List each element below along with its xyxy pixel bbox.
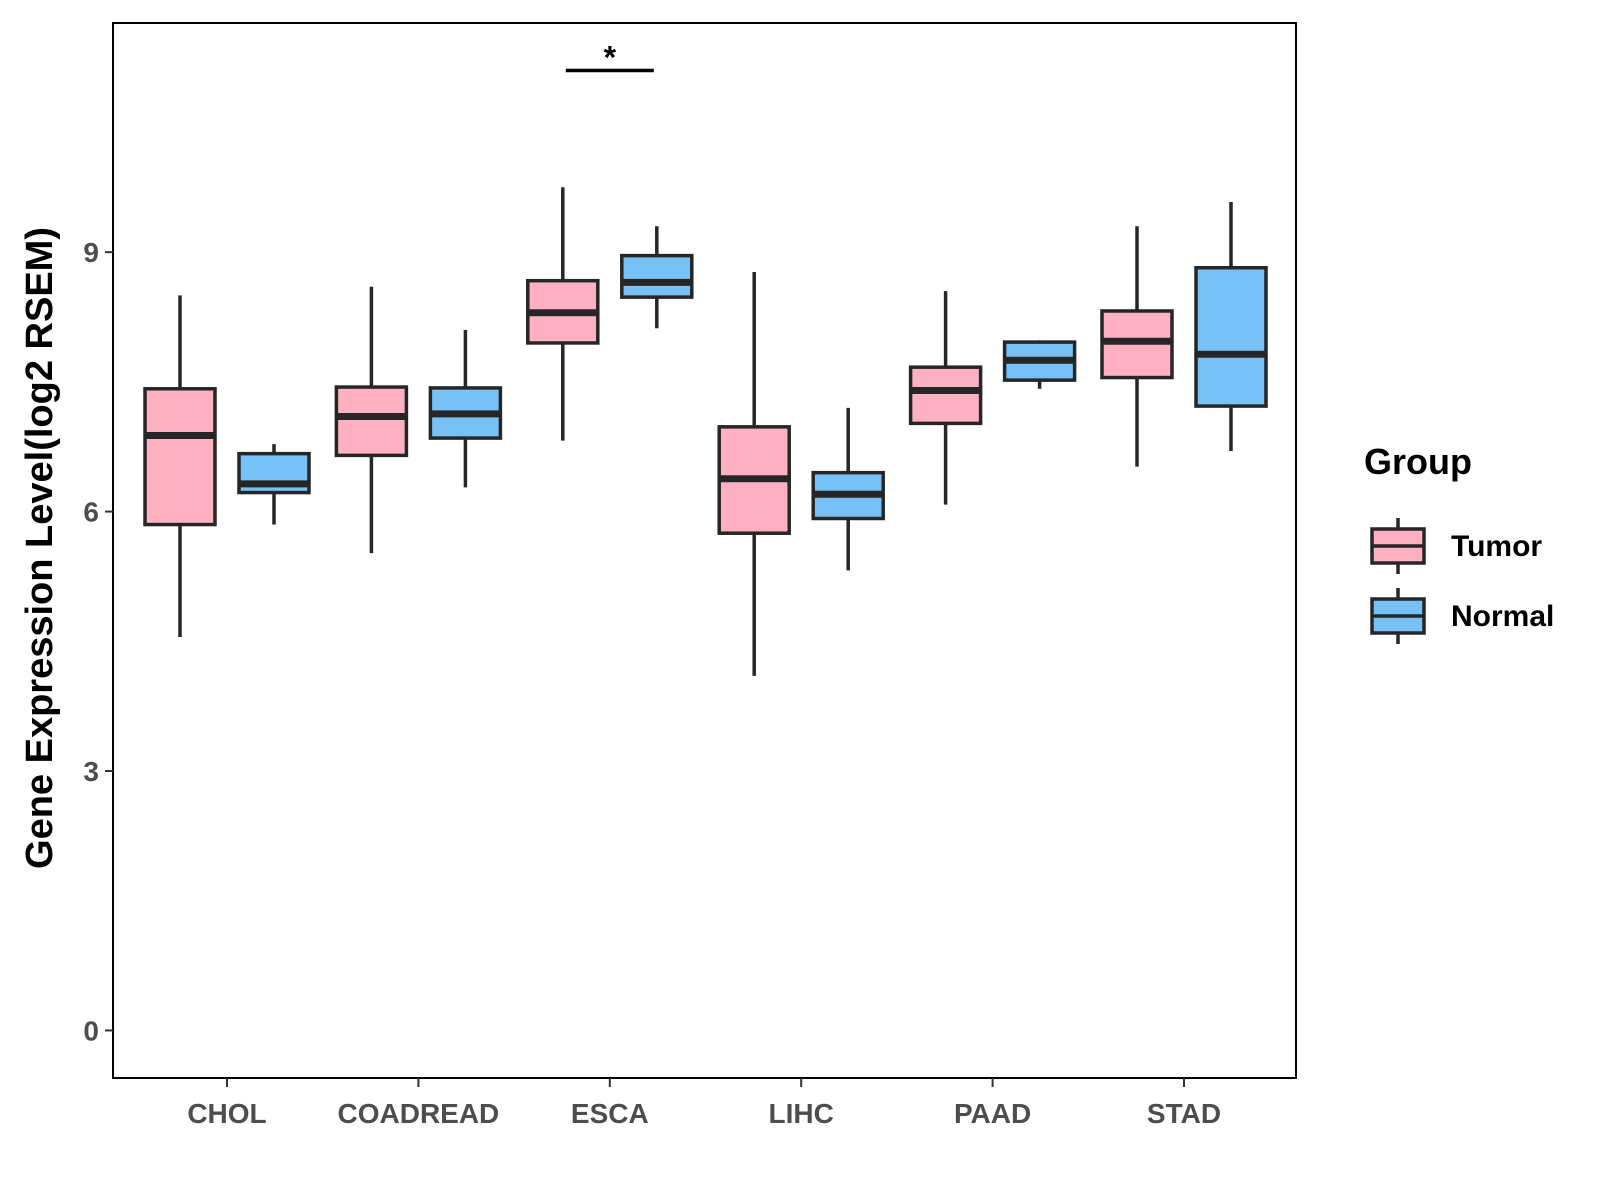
box-iqr: [334, 385, 409, 458]
box-iqr: [143, 387, 217, 527]
box-tumor-coadread: [334, 286, 409, 554]
box-normal-coadread: [428, 329, 503, 488]
legend-key-tumor: [1370, 518, 1426, 574]
y-axis-title: Gene Expression Level(log2 RSEM): [19, 227, 61, 869]
y-tick-label: 0: [83, 1015, 99, 1046]
y-axis: 0 3 6 9: [83, 237, 113, 1046]
plot-panel-border: [112, 22, 1297, 1079]
box-iqr: [620, 253, 694, 299]
annotation-layer: *: [565, 40, 654, 76]
box-normal-lihc: [811, 407, 885, 571]
box-normal-chol: [237, 444, 311, 525]
box-tumor-lihc: [717, 272, 791, 676]
legend-key-normal: [1370, 588, 1426, 644]
x-tick-label: PAAD: [954, 1098, 1031, 1129]
box-normal-paad: [1002, 340, 1077, 389]
y-tick-label: 9: [83, 237, 99, 268]
x-tick-label: LIHC: [769, 1098, 834, 1129]
box-iqr: [1194, 265, 1268, 408]
x-tick-label: STAD: [1147, 1098, 1221, 1129]
legend-label-tumor: Tumor: [1451, 530, 1542, 563]
x-axis: CHOL COADREAD ESCA LIHC PAAD STAD: [187, 1078, 1221, 1129]
box-tumor-stad: [1100, 226, 1174, 467]
significance-label: *: [604, 40, 617, 76]
box-layer: [143, 187, 1268, 676]
legend-title: Group: [1364, 441, 1472, 482]
box-tumor-paad: [908, 291, 983, 505]
x-tick-label: ESCA: [571, 1098, 649, 1129]
box-normal-stad: [1194, 202, 1268, 452]
x-tick-label: COADREAD: [338, 1098, 500, 1129]
x-tick-label: CHOL: [187, 1098, 266, 1129]
y-tick-label: 3: [83, 756, 99, 787]
legend: Group Tumor Normal: [1364, 441, 1554, 644]
box-iqr: [908, 365, 983, 426]
box-normal-esca: [620, 226, 694, 329]
box-tumor-esca: [526, 187, 600, 441]
y-tick-label: 6: [83, 497, 99, 528]
legend-label-normal: Normal: [1451, 600, 1554, 633]
box-tumor-chol: [143, 295, 217, 637]
